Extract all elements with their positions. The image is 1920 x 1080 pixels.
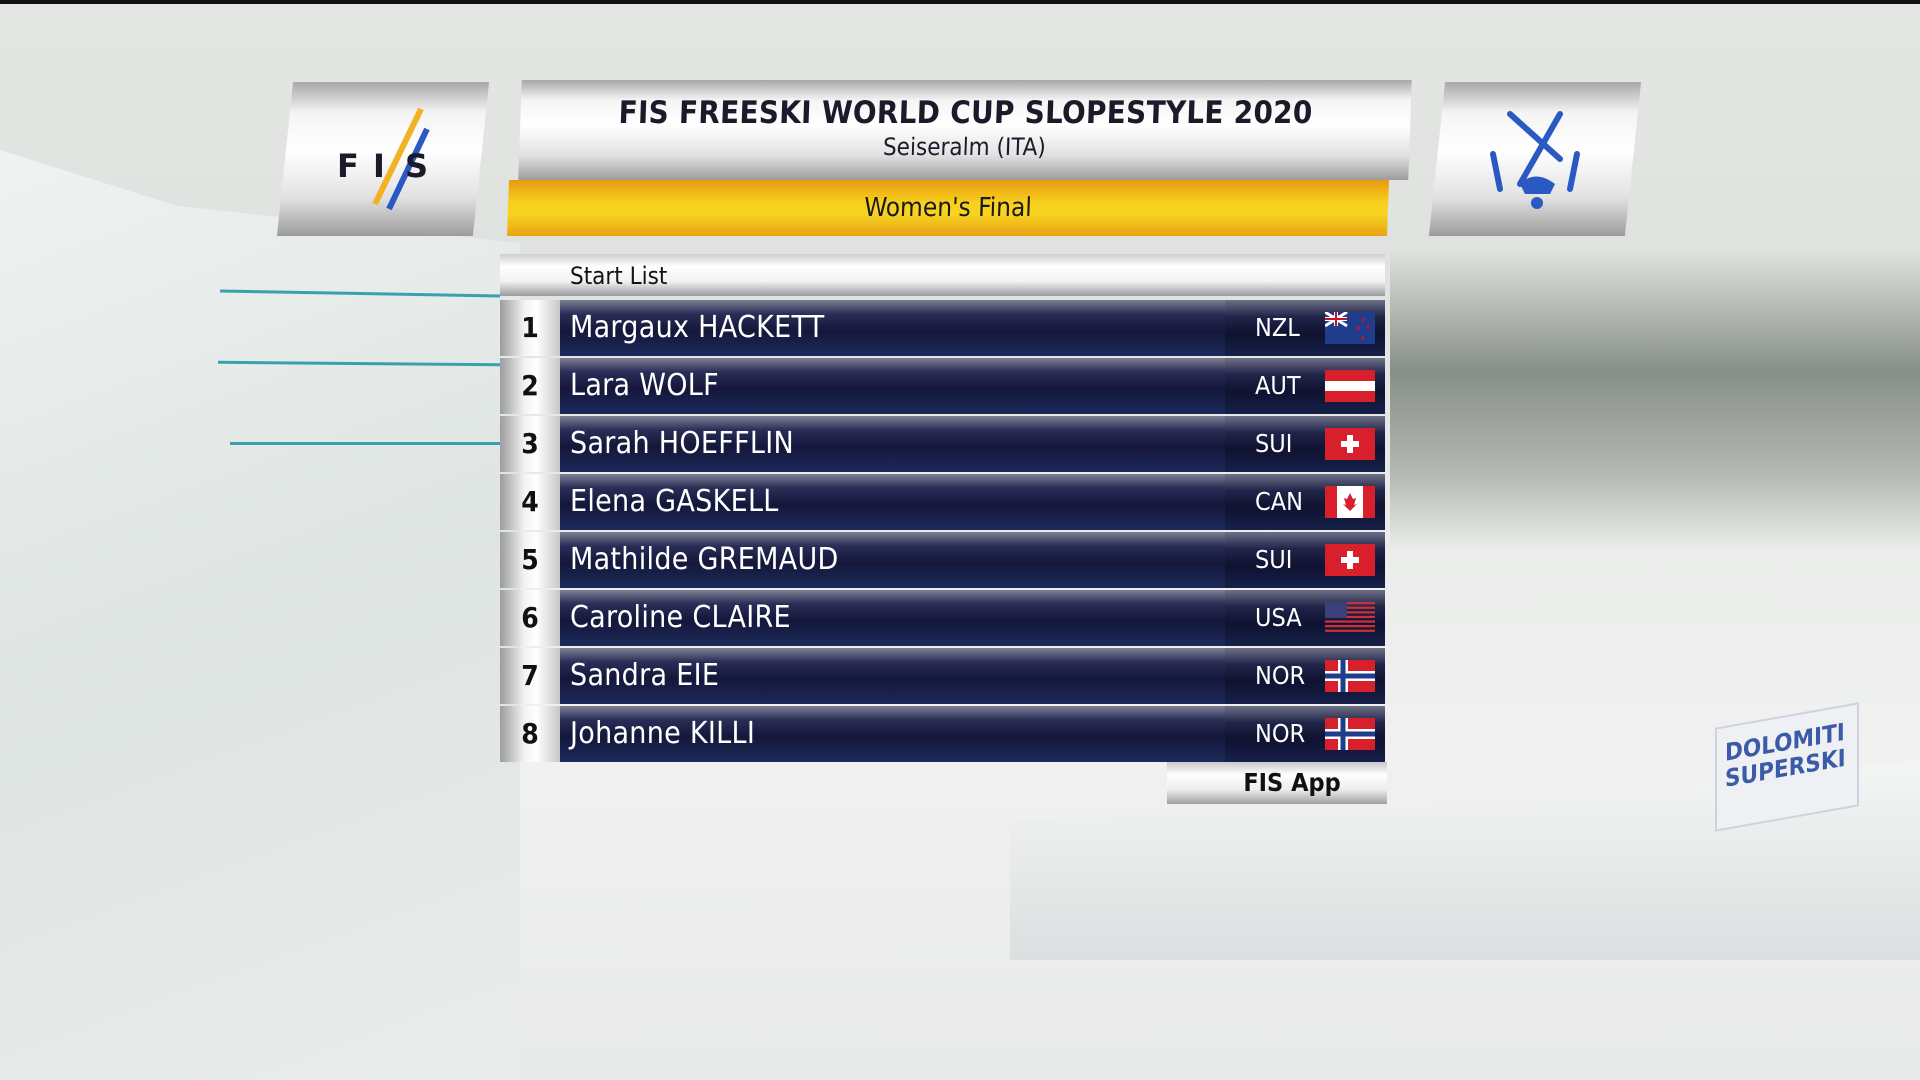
event-title: FIS FREESKI WORLD CUP SLOPESTYLE 2020 (617, 95, 1314, 131)
nation-cell: USA (1225, 590, 1385, 646)
freestyle-skier-icon (1490, 111, 1580, 209)
event-header: FIS FREESKI WORLD CUP SLOPESTYLE 2020 Se… (518, 80, 1412, 180)
nation-code: AUT (1255, 371, 1301, 400)
round-band: Women's Final (507, 180, 1389, 236)
bib-number: 5 (500, 532, 560, 588)
svg-text:S: S (405, 147, 428, 185)
nation-code: SUI (1255, 429, 1293, 458)
nation-cell: SUI (1225, 532, 1385, 588)
event-location: Seiseralm (ITA) (882, 133, 1047, 161)
snow-kicker (0, 150, 520, 1080)
athlete-name: Johanne KILLI (570, 716, 756, 751)
flag-nor-icon (1325, 718, 1375, 750)
athlete-name: Mathilde GREMAUD (570, 542, 839, 577)
letterbox-bar (0, 0, 1920, 4)
nation-cell: SUI (1225, 416, 1385, 472)
nation-code: USA (1255, 603, 1302, 632)
flag-nzl-icon (1325, 312, 1375, 344)
nation-cell: NZL (1225, 300, 1385, 356)
athlete-bar: Mathilde GREMAUD SUI (560, 532, 1385, 588)
bib-number: 2 (500, 358, 560, 414)
start-list-row: 6 Caroline CLAIRE USA (500, 590, 1385, 648)
bib-number: 8 (500, 706, 560, 762)
start-list-row: 4 Elena GASKELL CAN (500, 474, 1385, 532)
nation-code: SUI (1255, 545, 1293, 574)
bib-number: 3 (500, 416, 560, 472)
start-list-row: 2 Lara WOLF AUT (500, 358, 1385, 416)
athlete-bar: Elena GASKELL CAN (560, 474, 1385, 530)
athlete-bar: Caroline CLAIRE USA (560, 590, 1385, 646)
forest-background (1390, 250, 1920, 550)
athlete-bar: Johanne KILLI NOR (560, 706, 1385, 762)
athlete-bar: Sandra EIE NOR (560, 648, 1385, 704)
start-list-row: 3 Sarah HOEFFLIN SUI (500, 416, 1385, 474)
athlete-bar: Margaux HACKETT NZL (560, 300, 1385, 356)
nation-code: NOR (1255, 719, 1306, 748)
flag-can-icon (1325, 486, 1375, 518)
start-list-row: 5 Mathilde GREMAUD SUI (500, 532, 1385, 590)
start-list: 1 Margaux HACKETT NZL 2 Lara WOLF AUT 3 Sarah H… (500, 300, 1385, 764)
athlete-name: Margaux HACKETT (570, 310, 825, 345)
athlete-name: Sarah HOEFFLIN (570, 426, 794, 461)
bib-number: 6 (500, 590, 560, 646)
fis-app-tag: FIS App (1167, 762, 1387, 804)
start-list-header: Start List (500, 254, 1385, 296)
nation-cell: NOR (1225, 648, 1385, 704)
nation-cell: AUT (1225, 358, 1385, 414)
nation-cell: NOR (1225, 706, 1385, 762)
nation-code: NZL (1255, 313, 1300, 342)
round-label: Women's Final (863, 193, 1033, 223)
svg-text:F: F (337, 147, 359, 185)
svg-text:I: I (373, 147, 385, 185)
athlete-name: Sandra EIE (570, 658, 720, 693)
flag-nor-icon (1325, 660, 1375, 692)
discipline-logo (1428, 82, 1642, 236)
athlete-name: Lara WOLF (570, 368, 719, 403)
nation-code: NOR (1255, 661, 1306, 690)
bib-number: 4 (500, 474, 560, 530)
bib-number: 7 (500, 648, 560, 704)
flag-sui-icon (1325, 544, 1375, 576)
nation-code: CAN (1255, 487, 1303, 516)
bib-number: 1 (500, 300, 560, 356)
athlete-bar: Lara WOLF AUT (560, 358, 1385, 414)
athlete-bar: Sarah HOEFFLIN SUI (560, 416, 1385, 472)
flag-aut-icon (1325, 370, 1375, 402)
start-list-row: 8 Johanne KILLI NOR (500, 706, 1385, 764)
athlete-name: Elena GASKELL (570, 484, 779, 519)
flag-sui-icon (1325, 428, 1375, 460)
fis-logo-icon: F I S (337, 107, 430, 211)
start-list-row: 1 Margaux HACKETT NZL (500, 300, 1385, 358)
athlete-name: Caroline CLAIRE (570, 600, 791, 635)
flag-usa-icon (1325, 602, 1375, 634)
fis-logo: F I S (276, 82, 490, 236)
nation-cell: CAN (1225, 474, 1385, 530)
start-list-row: 7 Sandra EIE NOR (500, 648, 1385, 706)
